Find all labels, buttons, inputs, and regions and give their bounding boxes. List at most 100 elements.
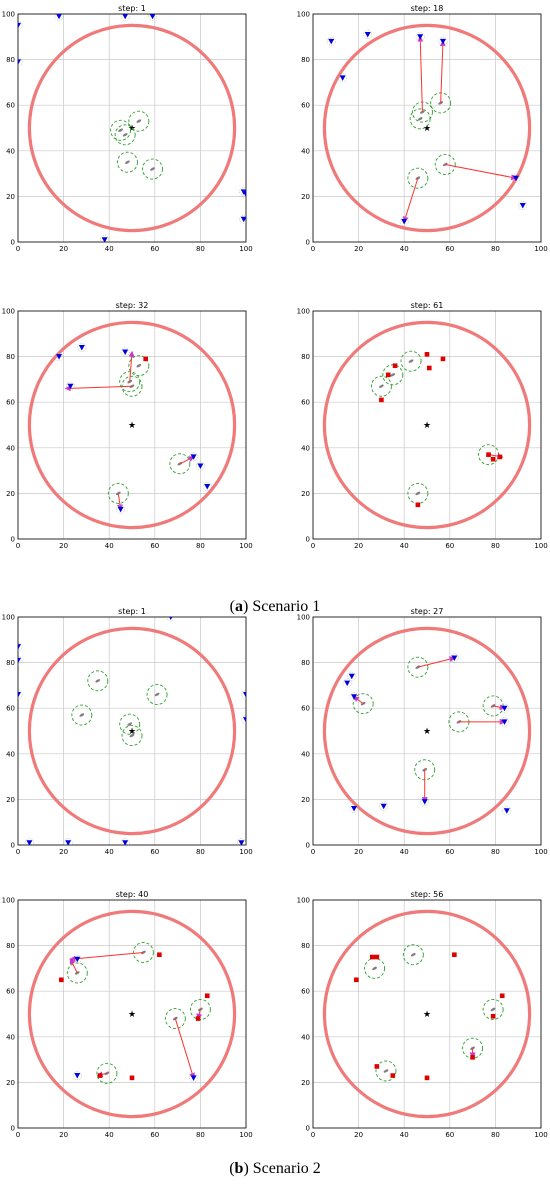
chart-panel-5: 0 20 40 60 80 100 0 20 40 60 80 100 step: 1 ★ — [2, 607, 253, 856]
center-star-marker: ★ — [128, 727, 136, 737]
uav-marker — [136, 364, 142, 368]
x-tick-label: 20 — [354, 848, 363, 856]
uav-marker — [127, 722, 133, 726]
y-tick-label: 100 — [297, 897, 310, 905]
plot-frame — [312, 616, 542, 846]
y-tick-label: 80 — [6, 942, 15, 950]
x-tick-label: 0 — [311, 1131, 315, 1139]
target-active-marker — [351, 694, 358, 700]
y-tick-label: 20 — [6, 193, 15, 201]
uav-marker — [172, 1016, 178, 1021]
boundary-circle — [27, 23, 237, 233]
uav-marker — [177, 462, 183, 466]
x-tick-label: 80 — [196, 245, 205, 253]
target-captured-marker — [59, 977, 64, 983]
target-captured-marker — [392, 363, 398, 369]
target-range — [18, 642, 23, 652]
target-captured-marker — [385, 372, 391, 378]
chart-panel-1: 0 20 40 60 80 100 0 20 40 60 80 100 step: 1★ — [2, 4, 253, 253]
y-tick-label: 100 — [297, 11, 310, 19]
uav-sensor-range — [407, 167, 429, 189]
target-range — [349, 692, 359, 702]
target-captured-marker — [490, 1013, 496, 1019]
y-tick-label: 80 — [301, 659, 310, 667]
y-tick-label: 60 — [6, 705, 15, 713]
plot-area: ★ — [27, 909, 237, 1119]
target-range — [18, 20, 23, 30]
target-range — [415, 32, 425, 42]
plot-frame — [17, 13, 247, 243]
chart-panel-6: 0 20 40 60 80 100 0 20 40 60 80 100 step: 27 ★ — [297, 607, 548, 856]
target-range — [326, 36, 336, 46]
target-active-marker — [190, 454, 197, 460]
target-captured-marker — [379, 397, 384, 403]
target-active-marker — [18, 644, 21, 650]
x-tick-label: 100 — [239, 245, 252, 253]
uav-sensor-range — [142, 158, 163, 180]
uav-marker — [408, 359, 414, 363]
target-active-marker — [417, 34, 424, 40]
x-tick-label: 20 — [59, 542, 68, 550]
boundary-circle — [322, 909, 532, 1119]
x-tick-label: 100 — [534, 848, 547, 856]
target-range — [438, 36, 448, 46]
x-tick-label: 0 — [311, 245, 315, 253]
target-captured-marker — [415, 502, 421, 508]
x-tick-label: 100 — [239, 542, 252, 550]
y-tick-label: 0 — [306, 239, 310, 247]
target-active-marker — [101, 237, 108, 242]
y-tick-label: 80 — [301, 56, 310, 64]
x-tick-label: 40 — [105, 245, 114, 253]
y-tick-label: 20 — [6, 490, 15, 498]
target-captured-marker — [369, 954, 375, 960]
plot-area: ★ — [322, 909, 532, 1119]
target-range — [420, 797, 430, 807]
x-tick-label: 0 — [16, 542, 20, 550]
y-tick-label: 40 — [6, 147, 15, 155]
target-range — [500, 717, 509, 727]
target-captured-marker — [195, 1016, 201, 1021]
target-range — [239, 187, 246, 197]
target-range — [72, 954, 82, 964]
uav-sensor-range — [400, 350, 422, 372]
x-tick-label: 80 — [491, 848, 500, 856]
x-tick-label: 20 — [354, 245, 363, 253]
caption-scenario-2: (b) Scenario 2 — [0, 1160, 550, 1178]
boundary-circle — [322, 23, 532, 233]
target-captured-marker — [424, 352, 430, 357]
caption-a-letter: a — [235, 598, 243, 615]
pursuit-arrow — [69, 951, 144, 962]
target-range — [195, 461, 205, 471]
target-active-marker — [117, 506, 124, 513]
target-range — [511, 173, 521, 183]
pursuit-arrow — [353, 696, 364, 705]
uav-sensor-range — [87, 670, 109, 692]
target-captured-marker — [426, 365, 432, 371]
target-captured-marker — [204, 993, 210, 999]
x-tick-label: 80 — [196, 542, 205, 550]
uav-marker — [136, 119, 142, 123]
target-captured-marker — [452, 952, 457, 958]
center-star-marker: ★ — [423, 1010, 431, 1020]
y-tick-label: 80 — [6, 659, 15, 667]
uav-sensor-range — [128, 110, 150, 132]
target-active-marker — [512, 175, 519, 182]
y-tick-label: 60 — [6, 988, 15, 996]
x-tick-label: 60 — [150, 1131, 159, 1139]
uav-marker — [383, 1069, 389, 1073]
target-active-marker — [197, 463, 204, 470]
target-active-marker — [56, 354, 63, 360]
target-active-marker — [339, 75, 346, 81]
center-star-marker: ★ — [128, 421, 136, 431]
pursuit-arrow — [417, 656, 456, 668]
target-range — [363, 30, 373, 39]
boundary-circle — [322, 320, 532, 530]
target-range — [18, 690, 23, 699]
target-range — [449, 653, 459, 663]
caption-b-text: ) Scenario 2 — [243, 1160, 321, 1177]
x-tick-label: 40 — [400, 245, 409, 253]
y-tick-label: 20 — [301, 193, 310, 201]
caption-a-paren: ( — [229, 598, 235, 615]
target-active-marker — [18, 22, 21, 29]
target-active-marker — [74, 956, 81, 963]
